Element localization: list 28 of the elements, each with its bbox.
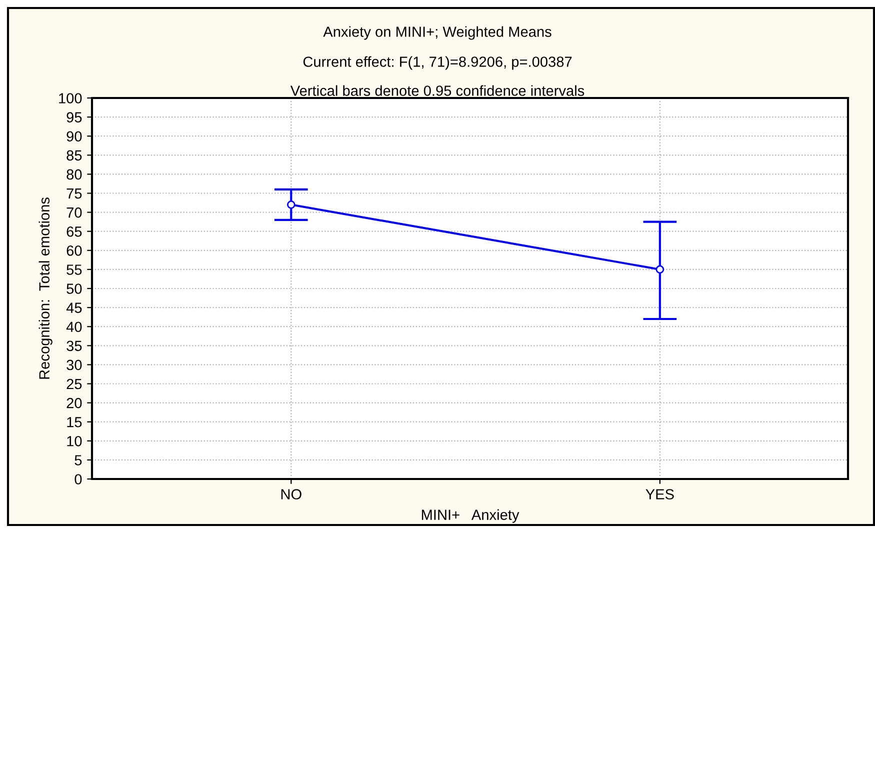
y-tick-label: 15	[67, 417, 82, 428]
y-tick-label: 95	[66, 112, 82, 122]
y-tick-label: 60	[66, 246, 82, 256]
y-tick-label: 5	[74, 455, 82, 466]
y-tick-label: 90	[66, 131, 82, 142]
y-tick-label: 20	[66, 398, 82, 408]
y-tick-label: 50	[66, 284, 82, 294]
y-axis-title: Recognition: Total emotions	[38, 198, 52, 379]
y-tick-label: 80	[66, 169, 82, 180]
y-tick-label: 40	[66, 322, 82, 332]
y-tick-label: 30	[66, 360, 82, 370]
y-tick-label: 55	[66, 264, 82, 275]
y-tick-label: 70	[66, 207, 82, 218]
chart-title: Anxiety on MINI+; Weighted Means	[323, 26, 552, 40]
y-tick-label: 75	[66, 188, 82, 199]
y-tick-label: 85	[66, 150, 82, 161]
y-tick-label: 10	[67, 436, 82, 446]
text: Vertical bars denote 0.95 confidence intervals	[290, 85, 584, 96]
y-tick-label: 0	[74, 474, 82, 484]
y-tick-label: 100	[59, 93, 82, 104]
chart-subtitle: Current effect: F(1, 71)=8.9206, p=.00387	[303, 56, 572, 70]
y-tick-label: 45	[66, 302, 82, 313]
y-tick-label: 25	[66, 378, 82, 390]
x-axis-title: MINI+ Anxiety	[422, 509, 520, 523]
x-tick-label: NO	[281, 489, 302, 500]
x-tick-label: YES	[646, 489, 674, 500]
y-tick-label: 35	[66, 340, 82, 352]
y-tick-label: 65	[66, 226, 82, 237]
